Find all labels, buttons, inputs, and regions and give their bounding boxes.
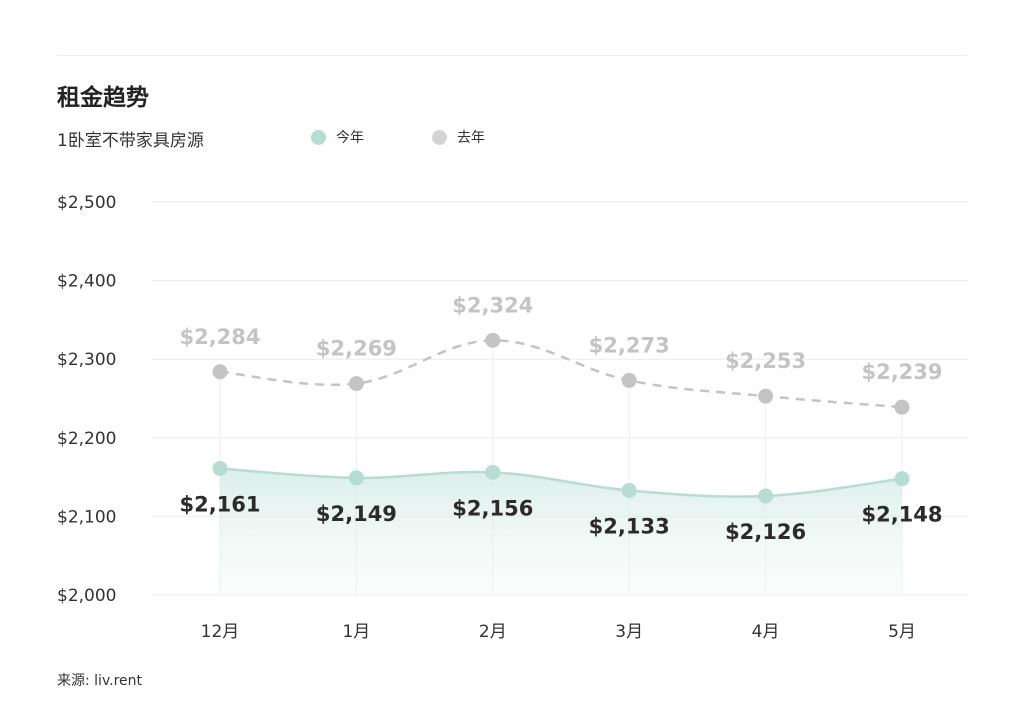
data-label-last-year: $2,239 xyxy=(861,360,942,384)
y-tick-label: $2,500 xyxy=(57,193,116,213)
legend-label-last-year: 去年 xyxy=(457,130,485,146)
data-label-this-year: $2,161 xyxy=(179,492,260,516)
data-point-this-year xyxy=(894,471,910,487)
data-point-last-year xyxy=(348,376,364,392)
x-tick-label: 1月 xyxy=(342,622,370,642)
data-label-this-year: $2,149 xyxy=(316,502,397,526)
y-tick-label: $2,000 xyxy=(57,586,116,606)
data-point-this-year xyxy=(212,460,228,476)
data-point-this-year xyxy=(485,464,501,480)
data-label-this-year: $2,126 xyxy=(725,520,806,544)
data-label-last-year: $2,284 xyxy=(179,325,260,349)
data-label-this-year: $2,133 xyxy=(589,514,670,538)
data-point-last-year xyxy=(894,399,910,415)
data-label-last-year: $2,269 xyxy=(316,337,397,361)
chart-subtitle: 1卧室不带家具房源 xyxy=(57,131,204,151)
data-label-last-year: $2,273 xyxy=(589,333,670,357)
y-tick-label: $2,300 xyxy=(57,350,116,370)
data-point-last-year xyxy=(212,364,228,380)
legend-marker-this-year xyxy=(311,129,326,145)
y-tick-label: $2,200 xyxy=(57,429,116,449)
y-tick-label: $2,100 xyxy=(57,507,116,527)
data-point-last-year xyxy=(621,372,637,388)
source-note: 来源: liv.rent xyxy=(57,673,143,689)
top-divider xyxy=(57,55,967,56)
data-point-last-year xyxy=(758,388,774,404)
legend-marker-last-year xyxy=(432,129,447,145)
data-point-this-year xyxy=(758,488,774,504)
data-point-this-year xyxy=(621,482,637,498)
series-line-this-year xyxy=(219,467,903,498)
data-point-last-year xyxy=(485,332,501,348)
series-area-this-year xyxy=(220,468,902,595)
data-label-this-year: $2,148 xyxy=(861,503,942,527)
data-label-this-year: $2,156 xyxy=(452,496,533,520)
data-label-last-year: $2,324 xyxy=(452,293,533,317)
legend-item-last-year: 去年 xyxy=(432,127,485,147)
data-point-this-year xyxy=(348,470,364,486)
chart-title: 租金趋势 xyxy=(57,85,149,111)
x-tick-label: 2月 xyxy=(479,622,507,642)
legend-label-this-year: 今年 xyxy=(336,130,364,146)
x-tick-label: 5月 xyxy=(888,622,916,642)
y-tick-label: $2,400 xyxy=(57,272,116,292)
legend-item-this-year: 今年 xyxy=(311,127,364,147)
data-label-last-year: $2,253 xyxy=(725,349,806,373)
x-tick-label: 12月 xyxy=(201,622,240,642)
x-tick-label: 4月 xyxy=(752,622,780,642)
x-tick-label: 3月 xyxy=(615,622,643,642)
